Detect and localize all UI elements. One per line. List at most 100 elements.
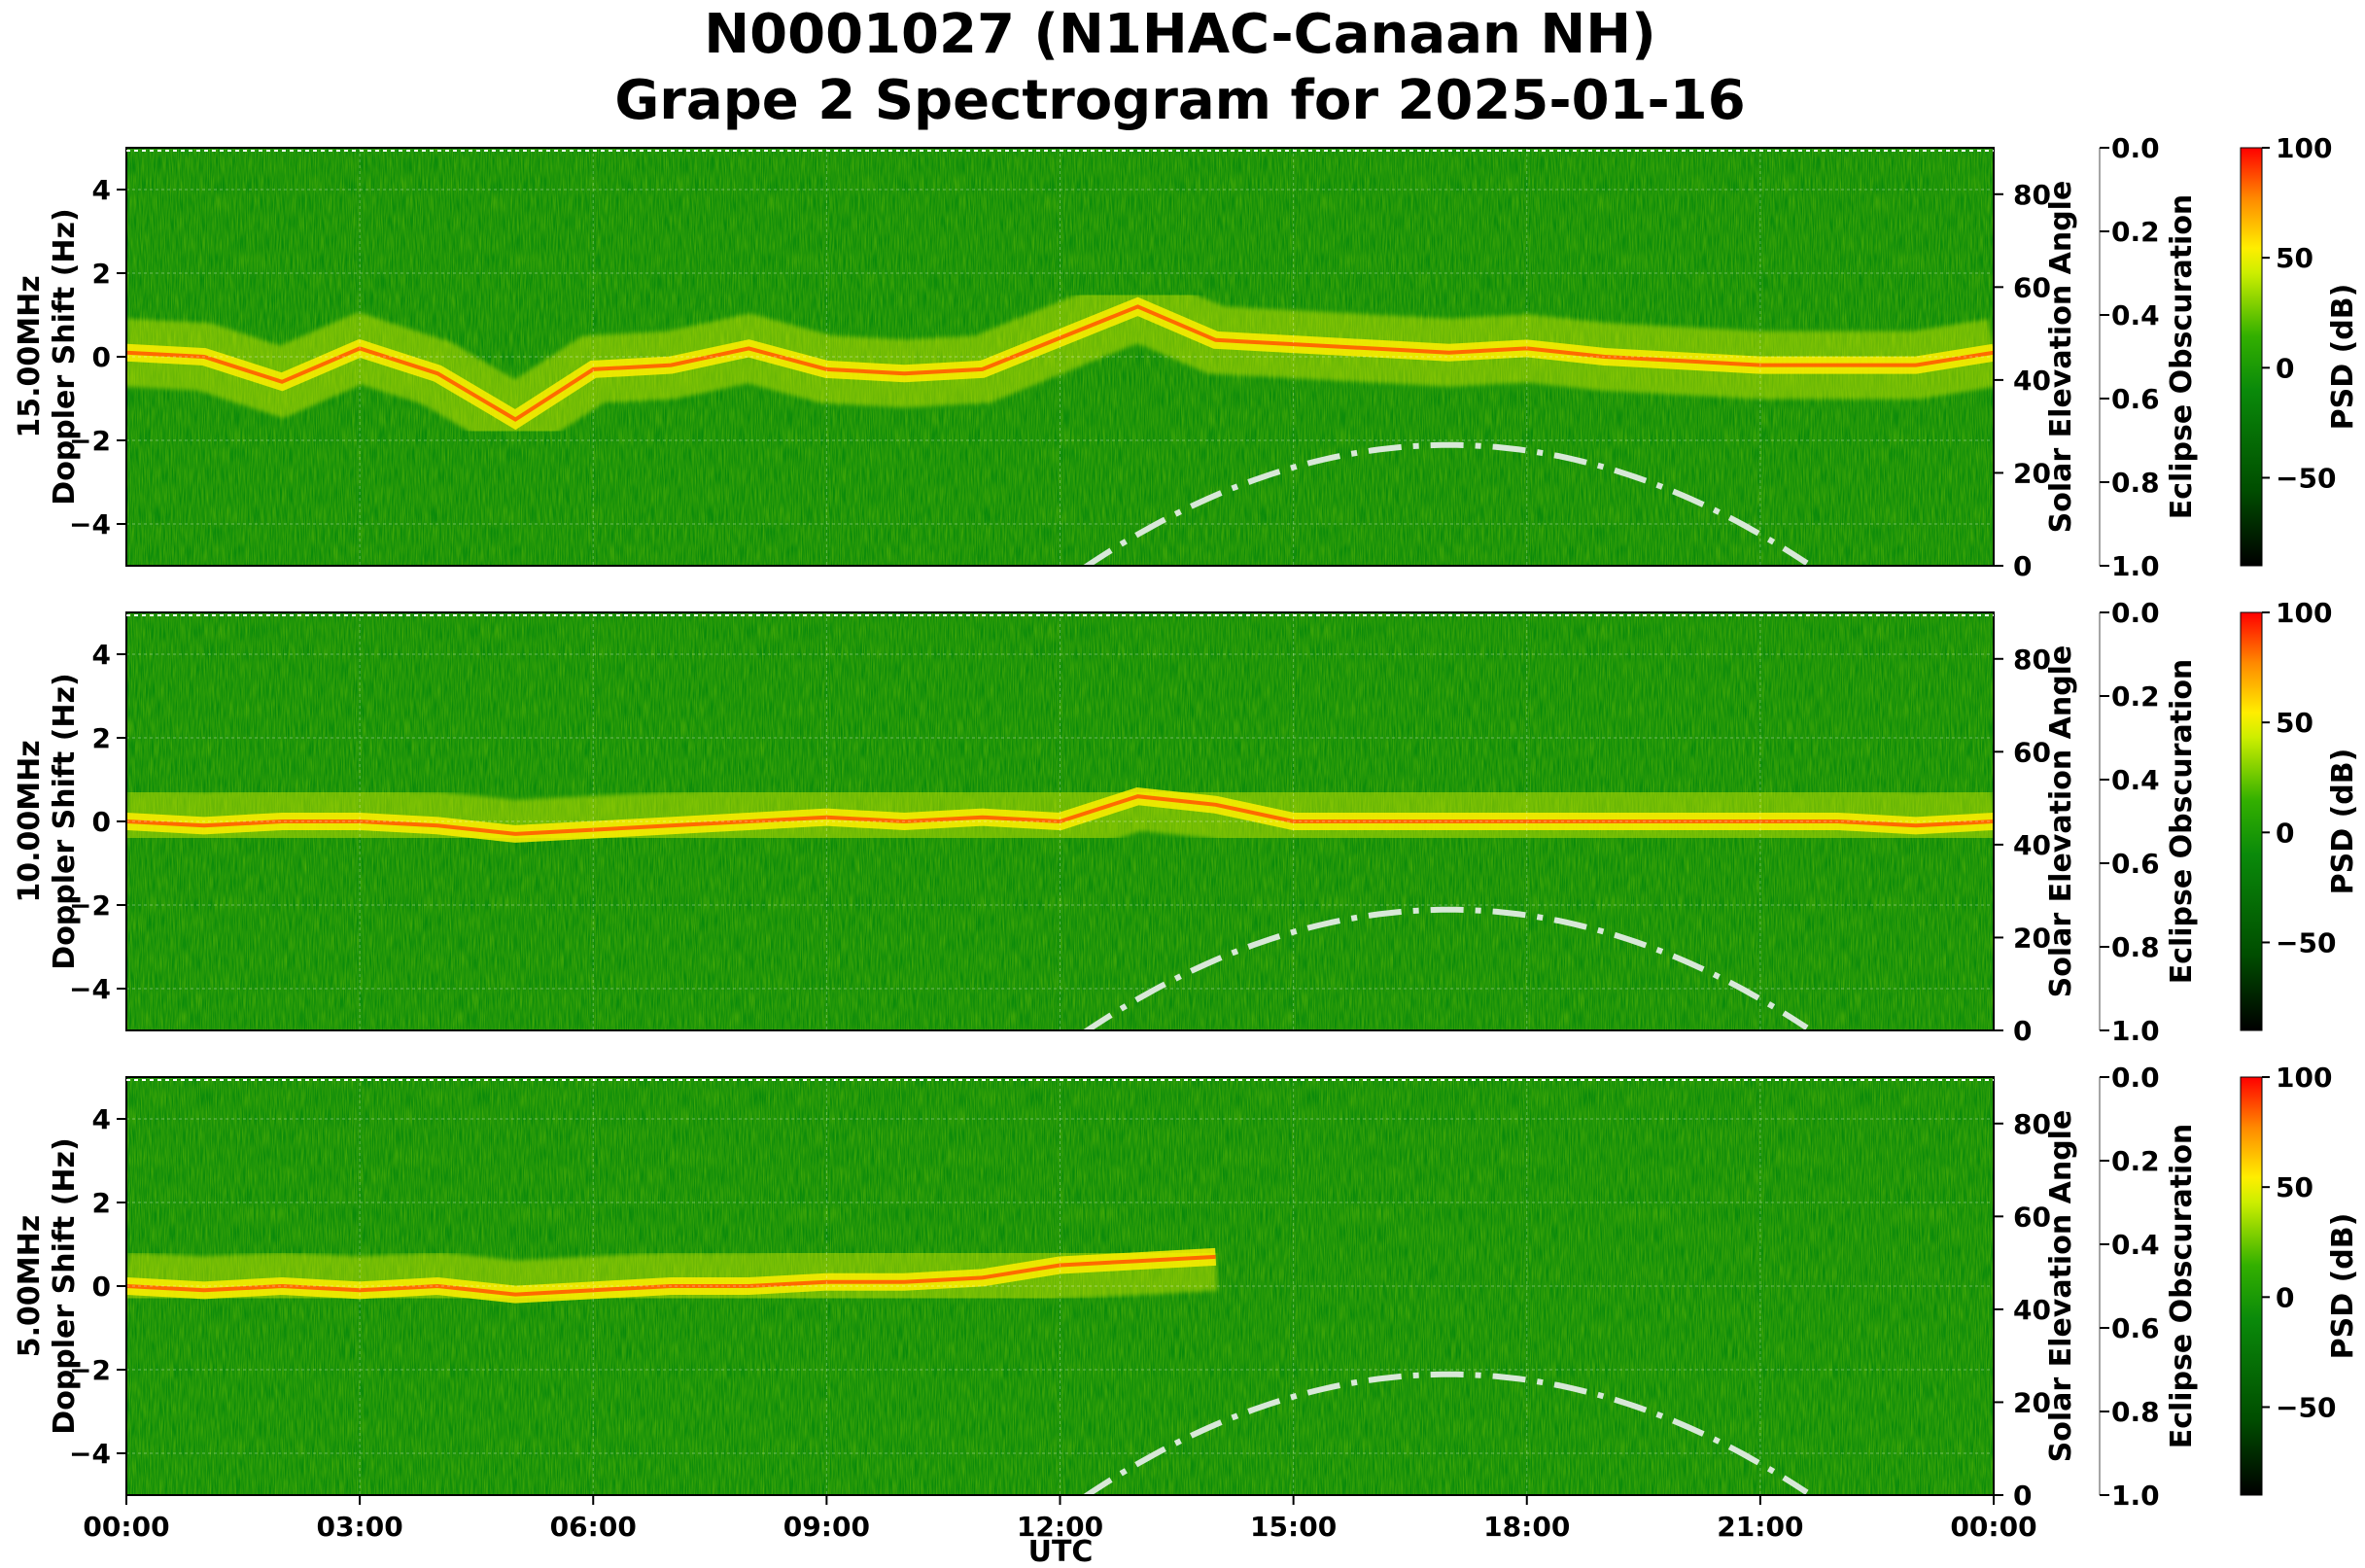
colorbar-tick-label: 100: [2276, 132, 2332, 164]
solar-axis-label: Solar Elevation Angle: [2044, 1110, 2078, 1463]
colorbar-tick-label: −50: [2276, 926, 2336, 958]
y-tick-label: 0: [92, 1271, 111, 1303]
y-axis-label-line: 5.00MHz: [13, 1215, 47, 1357]
y-tick-label: 4: [92, 1103, 111, 1135]
solar-tick-label: 60: [2013, 1201, 2051, 1233]
solar-axis-label: Solar Elevation Angle: [2044, 645, 2078, 998]
colorbar: [2240, 147, 2263, 567]
eclipse-tick-label: 0.4: [2111, 1229, 2160, 1261]
figure-title-line2: Grape 2 Spectrogram for 2025-01-16: [614, 69, 1745, 132]
y-axis-label: 15.00MHzDoppler Shift (Hz): [13, 208, 82, 505]
colorbar-tick-label: 50: [2276, 1171, 2313, 1203]
colorbar-tick-label: 0: [2276, 352, 2294, 384]
solar-elevation-curve: [1082, 906, 1809, 1030]
figure-title-line1: N0001027 (N1HAC-Canaan NH): [704, 3, 1655, 66]
doppler-trace: [126, 794, 1994, 836]
plot-area: [126, 148, 1994, 566]
colorbar-tick-label: 0: [2276, 1281, 2294, 1313]
y-tick-label: −2: [69, 1354, 111, 1386]
y-axis-label: 5.00MHzDoppler Shift (Hz): [13, 1137, 82, 1434]
x-axis-label: UTC: [1028, 1535, 1094, 1568]
colorbar-tick-label: 50: [2276, 242, 2313, 274]
solar-tick-label: 0: [2013, 1015, 2032, 1047]
eclipse-axis-label: Eclipse Obscuration: [2165, 194, 2199, 520]
eclipse-tick-label: 0.2: [2111, 680, 2160, 713]
solar-tick-label: 40: [2013, 365, 2051, 397]
doppler-trace: [126, 304, 1994, 422]
eclipse-tick-label: 0.8: [2111, 467, 2160, 499]
solar-tick-label: 60: [2013, 271, 2051, 303]
solar-tick-label: 0: [2013, 1480, 2032, 1512]
x-tick-label: 00:00: [83, 1511, 169, 1543]
solar-tick-label: 60: [2013, 736, 2051, 768]
colorbar-tick-label: 0: [2276, 817, 2294, 849]
plot-area: [126, 1077, 1994, 1495]
solar-tick-label: 0: [2013, 550, 2032, 582]
solar-tick-label: 80: [2013, 179, 2051, 211]
colorbar: [2240, 1076, 2263, 1496]
eclipse-tick-label: 0.8: [2111, 1396, 2160, 1428]
colorbar: [2240, 611, 2263, 1031]
panels-container: 420−2−415.00MHzDoppler Shift (Hz)8060402…: [13, 132, 2360, 1543]
panel-5.00MHz: 420−2−45.00MHzDoppler Shift (Hz)80604020…: [13, 1062, 2360, 1543]
colorbar-label: PSD (dB): [2326, 749, 2360, 895]
solar-axis-label: Solar Elevation Angle: [2044, 181, 2078, 534]
y-axis-label-line: Doppler Shift (Hz): [48, 208, 82, 505]
eclipse-tick-label: 0.6: [2111, 848, 2160, 880]
colorbar-tick-label: −50: [2276, 1391, 2336, 1423]
x-tick-label: 06:00: [550, 1511, 637, 1543]
y-tick-label: 2: [92, 1187, 111, 1219]
y-tick-label: 0: [92, 341, 111, 373]
eclipse-tick-label: 0.4: [2111, 764, 2160, 796]
x-tick-label: 03:00: [317, 1511, 403, 1543]
y-tick-label: 4: [92, 174, 111, 206]
eclipse-tick-label: 0.0: [2111, 132, 2160, 164]
x-tick-label: 18:00: [1483, 1511, 1570, 1543]
y-tick-label: 2: [92, 722, 111, 754]
y-axis-label-line: 10.00MHz: [13, 740, 47, 902]
plot-area: [126, 612, 1994, 1030]
solar-tick-label: 20: [2013, 457, 2051, 489]
eclipse-tick-label: 0.2: [2111, 1145, 2160, 1177]
y-tick-label: −4: [69, 973, 111, 1005]
colorbar-tick-label: 50: [2276, 707, 2313, 739]
eclipse-tick-label: 0.4: [2111, 299, 2160, 331]
colorbar-label: PSD (dB): [2326, 1213, 2360, 1360]
solar-elevation-curve: [1082, 441, 1809, 566]
colorbar-label: PSD (dB): [2326, 284, 2360, 431]
eclipse-axis-label: Eclipse Obscuration: [2165, 1124, 2199, 1449]
solar-tick-label: 80: [2013, 1108, 2051, 1140]
solar-elevation-curve: [1082, 1371, 1809, 1495]
solar-tick-label: 20: [2013, 922, 2051, 954]
y-axis-label-line: Doppler Shift (Hz): [48, 673, 82, 969]
x-tick-label: 00:00: [1950, 1511, 2036, 1543]
eclipse-tick-label: 0.0: [2111, 1062, 2160, 1094]
x-tick-label: 09:00: [783, 1511, 870, 1543]
y-tick-label: −4: [69, 508, 111, 540]
panel-15.00MHz: 420−2−415.00MHzDoppler Shift (Hz)8060402…: [13, 132, 2360, 582]
y-axis-label-line: 15.00MHz: [13, 275, 47, 437]
y-tick-label: −2: [69, 425, 111, 457]
x-tick-label: 15:00: [1250, 1511, 1337, 1543]
solar-tick-label: 20: [2013, 1386, 2051, 1418]
eclipse-tick-label: 1.0: [2111, 1480, 2160, 1512]
y-axis-label: 10.00MHzDoppler Shift (Hz): [13, 673, 82, 969]
x-tick-label: 21:00: [1717, 1511, 1803, 1543]
y-tick-label: −2: [69, 889, 111, 922]
y-axis-label-line: Doppler Shift (Hz): [48, 1137, 82, 1434]
eclipse-axis-label: Eclipse Obscuration: [2165, 659, 2199, 985]
solar-tick-label: 40: [2013, 1294, 2051, 1326]
y-tick-label: 0: [92, 806, 111, 838]
x-tick-label: 12:00: [1017, 1511, 1103, 1543]
eclipse-tick-label: 1.0: [2111, 550, 2160, 582]
eclipse-tick-label: 1.0: [2111, 1015, 2160, 1047]
y-tick-label: 4: [92, 639, 111, 671]
solar-tick-label: 80: [2013, 644, 2051, 676]
panel-10.00MHz: 420−2−410.00MHzDoppler Shift (Hz)8060402…: [13, 597, 2360, 1047]
y-tick-label: −4: [69, 1438, 111, 1470]
colorbar-tick-label: 100: [2276, 1062, 2332, 1094]
eclipse-tick-label: 0.6: [2111, 1312, 2160, 1344]
y-tick-label: 2: [92, 258, 111, 290]
eclipse-tick-label: 0.0: [2111, 597, 2160, 629]
